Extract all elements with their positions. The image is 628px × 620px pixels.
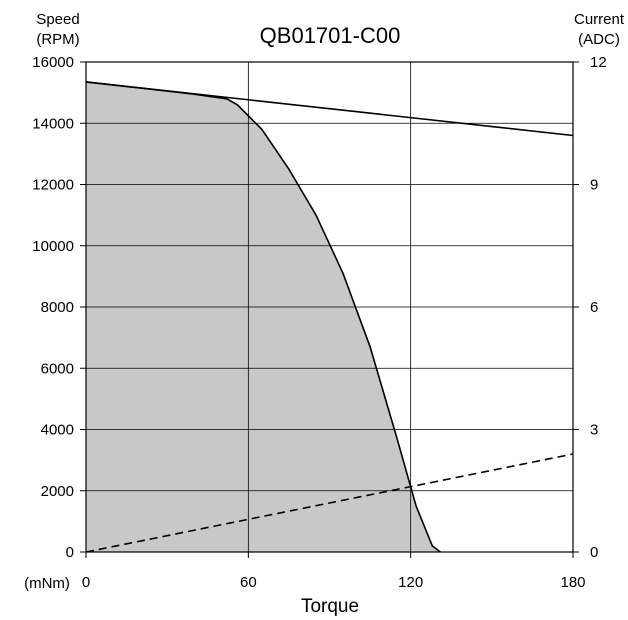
x-unit-label: (mNm) xyxy=(24,575,70,592)
speed-torque-line xyxy=(85,81,574,137)
y-left-tick-label: 0 xyxy=(66,544,74,561)
y-right-tick-label: 9 xyxy=(590,177,598,194)
x-tick-label: 180 xyxy=(560,574,585,591)
y-left-tick-label: 14000 xyxy=(32,115,74,132)
chart-title: QB01701-C00 xyxy=(260,23,401,48)
y-right-tick-label: 12 xyxy=(590,54,607,71)
right-axis-label-line2: (ADC) xyxy=(578,31,620,48)
left-axis-label-line2: (RPM) xyxy=(36,31,79,48)
y-left-tick-label: 16000 xyxy=(32,54,74,71)
right-axis-label-line1: Current xyxy=(574,11,625,28)
y-right-tick-label: 3 xyxy=(590,422,598,439)
speed-curve-area xyxy=(86,81,441,553)
x-tick-label: 60 xyxy=(240,574,257,591)
left-axis-label-line1: Speed xyxy=(36,11,79,28)
y-right-tick-label: 0 xyxy=(590,544,598,561)
x-tick-label: 120 xyxy=(398,574,423,591)
y-left-tick-label: 4000 xyxy=(41,422,74,439)
y-right-tick-label: 6 xyxy=(590,299,598,316)
y-left-tick-label: 6000 xyxy=(41,360,74,377)
x-tick-label: 0 xyxy=(82,574,90,591)
y-left-tick-label: 10000 xyxy=(32,238,74,255)
y-left-tick-label: 8000 xyxy=(41,299,74,316)
current-line xyxy=(85,453,574,553)
x-axis-label: Torque xyxy=(301,596,359,617)
y-left-tick-label: 2000 xyxy=(41,483,74,500)
y-left-tick-label: 12000 xyxy=(32,177,74,194)
